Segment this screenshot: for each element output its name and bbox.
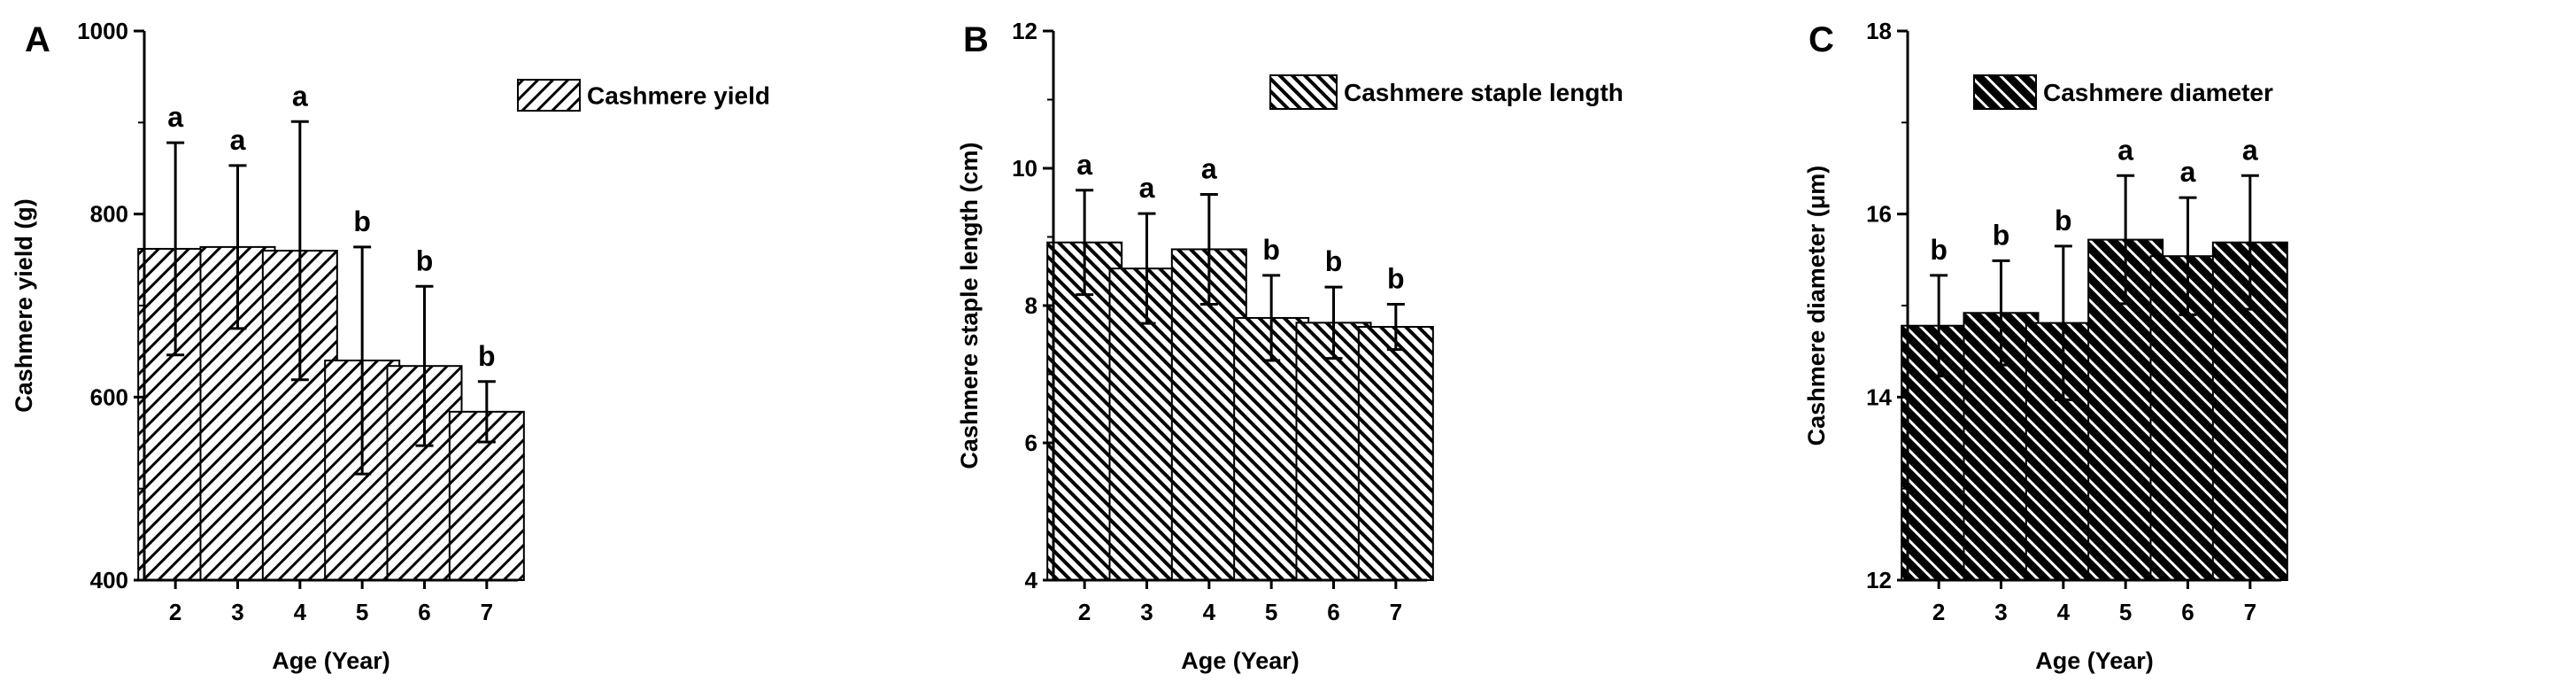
significance-label: b [416, 244, 434, 276]
x-axis-title: Age (Year) [2035, 647, 2154, 674]
x-tick-label: 5 [2119, 599, 2132, 625]
x-axis-title: Age (Year) [272, 647, 390, 674]
legend: Cashmere staple length [1269, 74, 1623, 110]
y-tick-label: 18 [1866, 18, 1892, 44]
legend-swatch [1269, 74, 1338, 110]
significance-label: a [1076, 149, 1092, 181]
error-bar [166, 141, 185, 357]
y-tick-label: 12 [1866, 567, 1892, 593]
panel-letter: C [1809, 20, 1834, 59]
significance-label: a [292, 80, 308, 112]
error-bar [2117, 174, 2135, 306]
bar [1357, 326, 1434, 581]
error-bar [1992, 259, 2010, 367]
y-tick-label: 800 [90, 201, 128, 228]
y-axis-title: Cashmere diameter (μm) [1803, 166, 1830, 446]
significance-label: a [2117, 134, 2133, 166]
legend: Cashmere yield [517, 79, 770, 112]
x-tick-label: 3 [231, 599, 243, 625]
x-tick-label: 6 [418, 599, 430, 625]
x-tick-label: 7 [481, 599, 493, 625]
x-tick-label: 4 [2057, 599, 2071, 625]
legend-swatch [1973, 74, 2037, 110]
chart-panel-c: Cb b b a a a 12 14 16 18 2 3 4 5 6 7 Age (Year) Cashmere … [1803, 18, 2288, 674]
chart-panel-b: Ba a a b b b 4 6 8 10 12 2 3 4 5 6 7 Age (Year) Cashmere s… [956, 18, 1623, 674]
y-tick-label: 16 [1866, 201, 1892, 228]
y-tick-label: 600 [90, 384, 128, 410]
x-axis-title: Age (Year) [1181, 647, 1300, 674]
x-tick-label: 4 [294, 599, 307, 625]
x-tick-label: 2 [1932, 599, 1945, 625]
legend-swatch [517, 79, 581, 112]
y-tick-label: 400 [90, 567, 128, 593]
significance-label: b [1325, 245, 1343, 277]
error-bar [1262, 274, 1281, 362]
legend-label: Cashmere diameter [2043, 79, 2273, 106]
error-bar [1930, 274, 1948, 378]
x-tick-label: 3 [1140, 599, 1153, 625]
significance-label: b [1930, 234, 1947, 266]
x-tick-label: 6 [2181, 599, 2194, 625]
significance-label: a [230, 124, 246, 156]
significance-label: b [478, 340, 496, 372]
error-bar [2054, 244, 2072, 401]
significance-label: a [2242, 134, 2258, 166]
x-tick-label: 7 [1390, 599, 1402, 625]
y-tick-label: 4 [1025, 567, 1038, 593]
x-tick-label: 5 [1265, 599, 1277, 625]
y-tick-label: 14 [1866, 384, 1892, 410]
legend: Cashmere diameter [1973, 74, 2273, 110]
x-tick-label: 5 [356, 599, 368, 625]
error-bar [1076, 189, 1094, 297]
significance-label: b [1262, 234, 1280, 266]
x-tick-label: 2 [1078, 599, 1091, 625]
y-tick-label: 1000 [77, 18, 128, 44]
error-bar [2241, 174, 2259, 311]
y-axis-title: Cashmere staple length (cm) [956, 142, 983, 469]
y-axis-title: Cashmere yield (g) [11, 198, 37, 413]
legend-label: Cashmere yield [587, 82, 770, 110]
y-tick-label: 6 [1025, 430, 1037, 456]
x-tick-label: 7 [2244, 599, 2256, 625]
significance-label: b [2055, 205, 2072, 236]
error-bar [290, 120, 309, 382]
error-bar [477, 380, 496, 444]
y-tick-label: 12 [1012, 18, 1037, 44]
legend-label: Cashmere staple length [1344, 79, 1623, 106]
significance-label: b [1387, 262, 1405, 294]
x-tick-label: 2 [169, 599, 181, 625]
error-bar [2179, 196, 2197, 316]
panel-letter: B [963, 20, 989, 59]
x-tick-label: 3 [1994, 599, 2007, 625]
significance-label: a [2180, 156, 2196, 188]
x-tick-label: 4 [1203, 599, 1216, 625]
significance-label: b [353, 205, 371, 237]
error-bar [353, 245, 372, 476]
panel-letter: A [25, 20, 50, 59]
significance-label: b [1993, 219, 2010, 251]
significance-label: a [167, 101, 183, 133]
error-bar [228, 164, 247, 330]
significance-label: a [1201, 152, 1217, 184]
error-bar [1324, 285, 1343, 360]
error-bar [1386, 302, 1405, 352]
error-bar [415, 284, 434, 447]
y-tick-label: 8 [1025, 292, 1037, 319]
x-tick-label: 6 [1327, 599, 1339, 625]
error-bar [1138, 212, 1156, 325]
error-bar [1199, 192, 1218, 306]
chart-panel-a: Aa a a b b b 400 600 800 1000 2 3 4 5 6 7 Age (Year) Cash… [11, 18, 770, 674]
y-tick-label: 10 [1012, 155, 1037, 182]
significance-label: a [1139, 172, 1155, 204]
